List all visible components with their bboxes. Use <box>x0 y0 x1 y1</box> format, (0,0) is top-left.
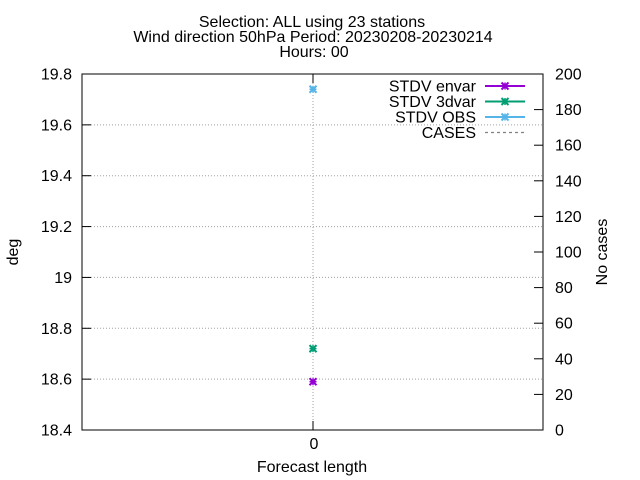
y-tick-label: 18.8 <box>41 321 72 338</box>
y-tick-label: 19.4 <box>41 168 72 185</box>
grid <box>82 74 543 430</box>
x-tick-label: 0 <box>310 436 319 453</box>
y2-tick-label: 160 <box>555 138 582 155</box>
legend-marker-stdv-envar <box>500 81 510 91</box>
y-tick-label: 19.8 <box>41 67 72 84</box>
x-axis-label: Forecast length <box>257 459 367 476</box>
legend-label-stdv-envar: STDV envar <box>389 79 477 96</box>
data-point-stdv-3dvar <box>308 344 318 353</box>
y-tick-label: 19.2 <box>41 219 72 236</box>
chart-title: Selection: ALL using 23 stations Wind di… <box>133 14 492 61</box>
title-line-3: Hours: 00 <box>279 44 348 61</box>
y2-tick-label: 200 <box>555 67 582 84</box>
legend-label-stdv-obs: STDV OBS <box>395 110 476 127</box>
legend-marker-stdv-obs <box>500 112 510 122</box>
y2-tick-label: 40 <box>555 351 573 368</box>
y2-tick-label: 60 <box>555 316 573 333</box>
legend-label-cases: CASES <box>422 125 476 142</box>
x-axis: 0 <box>310 74 319 453</box>
y2-tick-label: 140 <box>555 173 582 190</box>
y2-axis: 0 20 40 60 80 100 120 140 160 180 200 <box>534 67 582 440</box>
y-tick-label: 19 <box>54 270 72 287</box>
y-tick-label: 19.6 <box>41 117 72 134</box>
legend-label-stdv-3dvar: STDV 3dvar <box>389 94 477 111</box>
y2-tick-label: 20 <box>555 387 573 404</box>
y2-tick-label: 120 <box>555 209 582 226</box>
y2-tick-label: 100 <box>555 245 582 262</box>
data-point-stdv-envar <box>308 377 318 386</box>
y2-tick-label: 180 <box>555 102 582 119</box>
y2-axis-label: No cases <box>594 219 611 286</box>
y-axis: 18.4 18.6 18.8 19 19.2 19.4 19.6 19.8 <box>41 67 91 440</box>
y-tick-label: 18.4 <box>41 423 72 440</box>
y-axis-label: deg <box>5 239 22 266</box>
title-line-2: Wind direction 50hPa Period: 20230208-20… <box>133 29 492 46</box>
y-tick-label: 18.6 <box>41 372 72 389</box>
legend-marker-stdv-3dvar <box>500 97 510 106</box>
title-line-1: Selection: ALL using 23 stations <box>199 14 425 31</box>
plot-marks <box>308 85 318 386</box>
y2-tick-label: 0 <box>555 423 564 440</box>
y2-tick-label: 80 <box>555 280 573 297</box>
data-point-stdv-obs <box>308 85 318 94</box>
